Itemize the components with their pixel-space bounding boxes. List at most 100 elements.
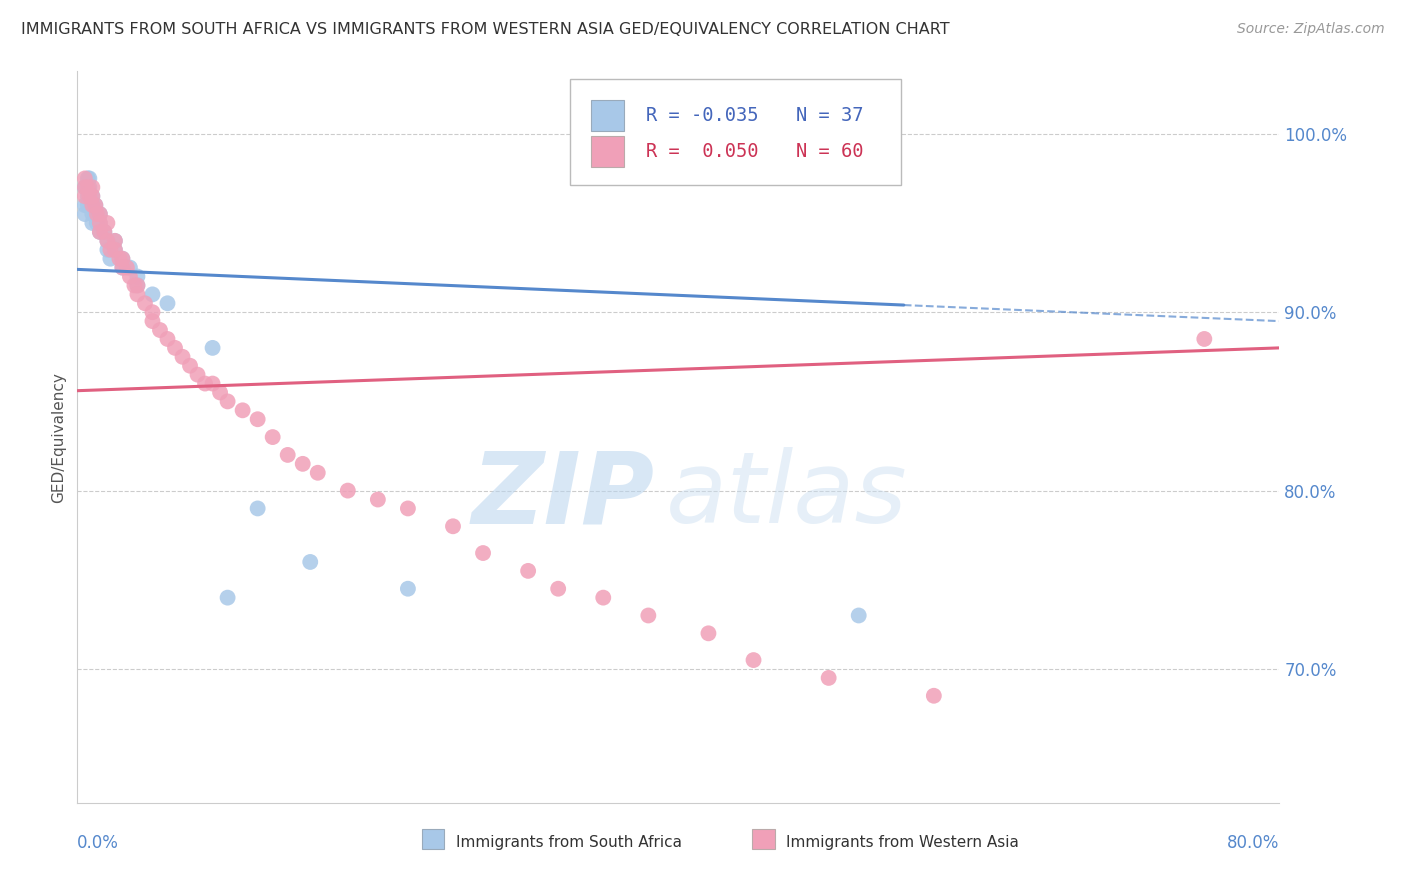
Point	[124, 278, 146, 293]
Text: N = 60: N = 60	[796, 143, 863, 161]
Point	[96, 234, 118, 248]
Point	[163, 341, 186, 355]
Bar	[591, 136, 624, 167]
Point	[89, 207, 111, 221]
Point	[517, 564, 540, 578]
Point	[100, 252, 122, 266]
Point	[127, 278, 149, 293]
Text: 80.0%: 80.0%	[1227, 834, 1279, 852]
Point	[118, 260, 141, 275]
Point	[111, 260, 134, 275]
Point	[84, 198, 107, 212]
Point	[82, 180, 104, 194]
Point	[76, 171, 98, 186]
Text: IMMIGRANTS FROM SOUTH AFRICA VS IMMIGRANTS FROM WESTERN ASIA GED/EQUIVALENCY COR: IMMIGRANTS FROM SOUTH AFRICA VS IMMIGRAN…	[21, 22, 949, 37]
Point	[86, 207, 108, 221]
Text: R =  0.050: R = 0.050	[645, 143, 758, 161]
Text: R = -0.035: R = -0.035	[645, 106, 758, 125]
Point	[156, 332, 179, 346]
Point	[96, 243, 118, 257]
Point	[201, 341, 224, 355]
Text: ZIP: ZIP	[471, 447, 654, 544]
Point	[79, 171, 101, 186]
Point	[209, 385, 232, 400]
Point	[82, 189, 104, 203]
Point	[89, 207, 111, 221]
Point	[84, 198, 107, 212]
Point	[156, 296, 179, 310]
Text: Immigrants from Western Asia: Immigrants from Western Asia	[786, 835, 1019, 849]
Point	[922, 689, 945, 703]
Point	[100, 243, 122, 257]
Point	[82, 198, 104, 212]
Point	[89, 216, 111, 230]
Point	[697, 626, 720, 640]
Point	[262, 430, 284, 444]
Point	[217, 394, 239, 409]
Point	[104, 243, 127, 257]
Point	[186, 368, 209, 382]
Y-axis label: GED/Equivalency: GED/Equivalency	[51, 372, 66, 502]
Text: N = 37: N = 37	[796, 106, 863, 125]
Point	[127, 287, 149, 301]
Point	[111, 252, 134, 266]
Point	[1194, 332, 1216, 346]
Point	[115, 260, 138, 275]
Point	[637, 608, 659, 623]
Point	[96, 234, 118, 248]
Point	[396, 501, 419, 516]
Point	[111, 252, 134, 266]
Point	[141, 314, 163, 328]
Point	[96, 216, 118, 230]
Point	[141, 287, 163, 301]
Point	[134, 296, 156, 310]
Point	[246, 412, 269, 426]
Point	[89, 225, 111, 239]
Point	[118, 269, 141, 284]
Point	[141, 305, 163, 319]
Point	[817, 671, 839, 685]
Point	[299, 555, 322, 569]
Point	[82, 189, 104, 203]
Text: atlas: atlas	[666, 447, 908, 544]
Point	[396, 582, 419, 596]
Point	[82, 207, 104, 221]
Point	[277, 448, 299, 462]
Point	[367, 492, 389, 507]
Point	[93, 225, 115, 239]
Point	[76, 198, 98, 212]
Point	[82, 198, 104, 212]
Point	[179, 359, 201, 373]
Point	[441, 519, 464, 533]
Point	[76, 180, 98, 194]
Point	[149, 323, 172, 337]
Point	[291, 457, 314, 471]
Point	[547, 582, 569, 596]
Point	[108, 252, 131, 266]
Point	[742, 653, 765, 667]
Point	[89, 216, 111, 230]
Point	[79, 189, 101, 203]
Point	[127, 278, 149, 293]
Point	[472, 546, 495, 560]
Point	[76, 189, 98, 203]
Point	[104, 234, 127, 248]
Point	[86, 216, 108, 230]
Point	[73, 171, 96, 186]
Point	[201, 376, 224, 391]
Bar	[591, 100, 624, 130]
Point	[84, 207, 107, 221]
Point	[73, 189, 96, 203]
Point	[194, 376, 217, 391]
Point	[104, 234, 127, 248]
Point	[307, 466, 329, 480]
Point	[592, 591, 614, 605]
Point	[89, 225, 111, 239]
Text: 0.0%: 0.0%	[77, 834, 120, 852]
Text: Immigrants from South Africa: Immigrants from South Africa	[456, 835, 682, 849]
Point	[336, 483, 359, 498]
Point	[73, 207, 96, 221]
Point	[246, 501, 269, 516]
Point	[848, 608, 870, 623]
Point	[217, 591, 239, 605]
